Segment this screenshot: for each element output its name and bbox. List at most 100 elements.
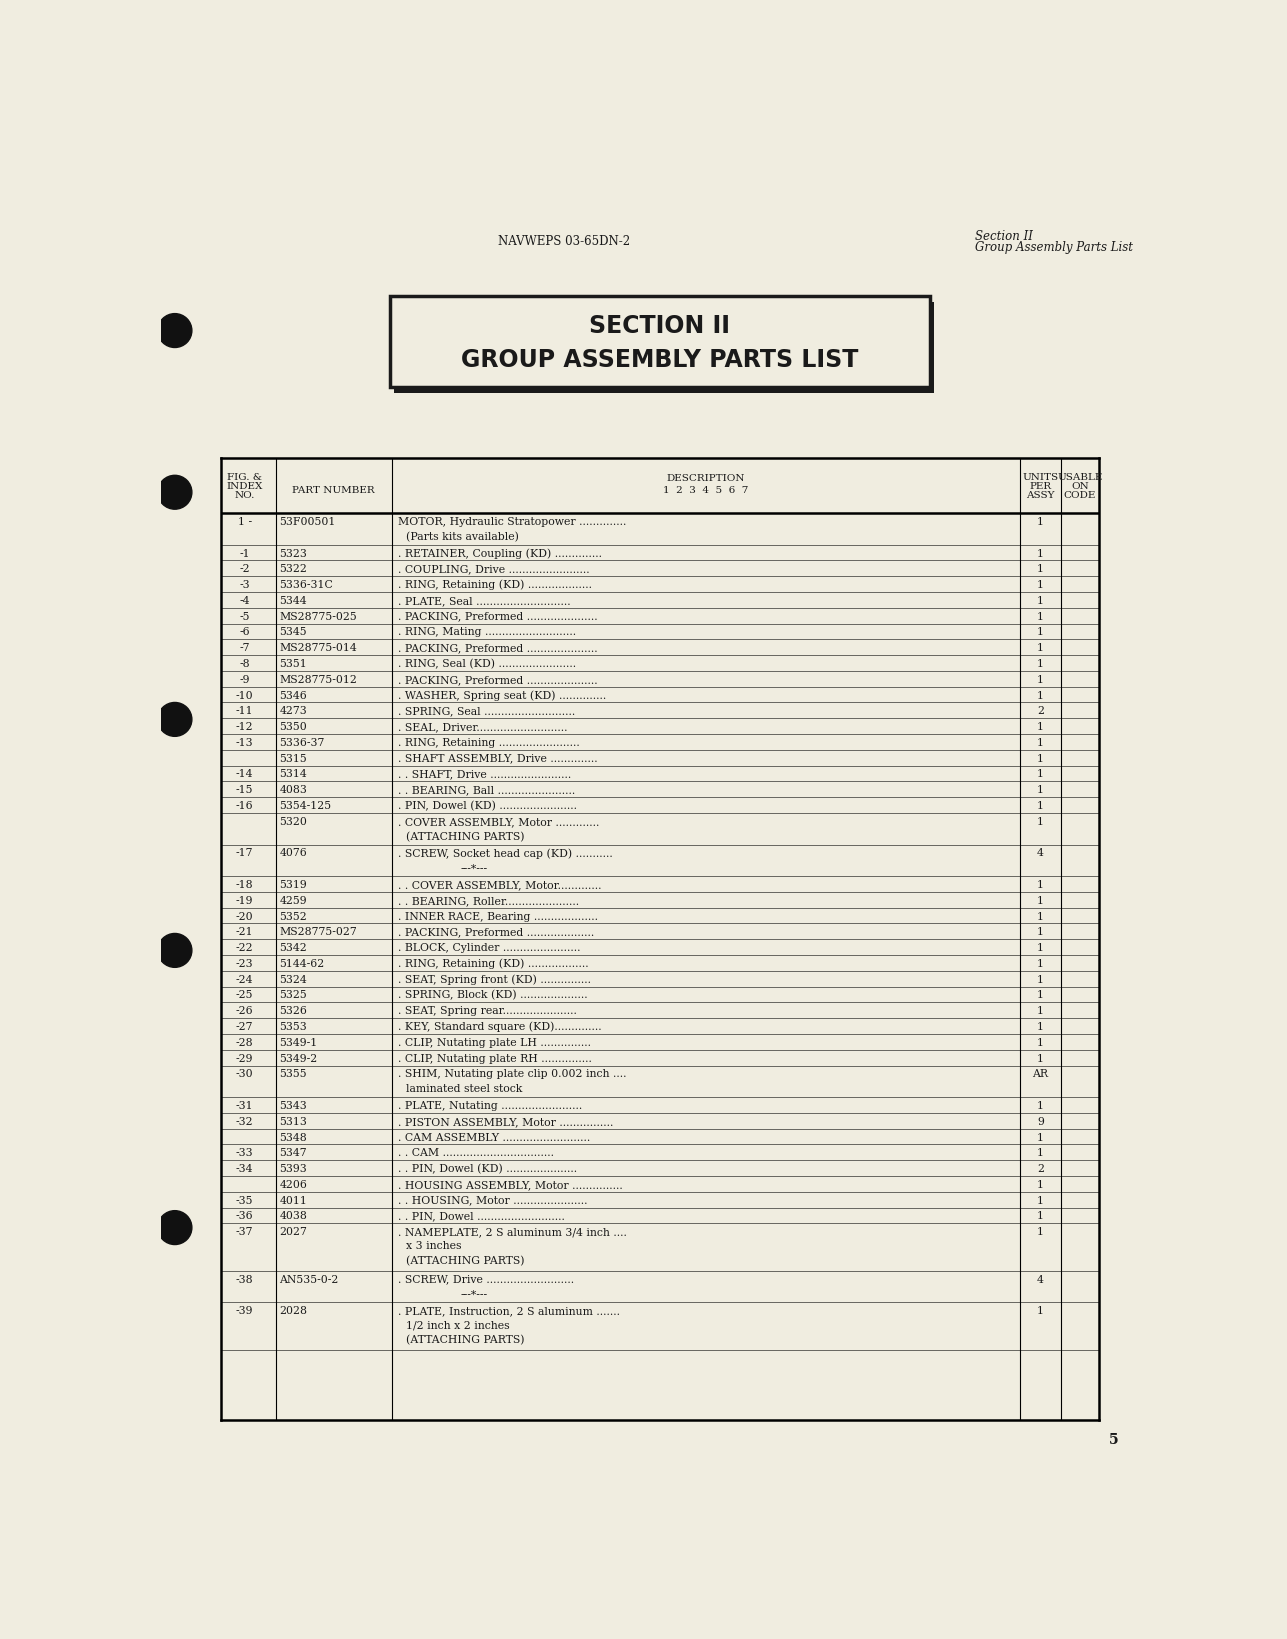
Text: 5355: 5355 <box>279 1069 308 1078</box>
Text: MS28775-014: MS28775-014 <box>279 642 358 652</box>
Text: . RING, Seal (KD) .......................: . RING, Seal (KD) ......................… <box>398 659 577 669</box>
Text: -22: -22 <box>236 942 254 952</box>
Text: NO.: NO. <box>234 490 255 500</box>
Text: 1  2  3  4  5  6  7: 1 2 3 4 5 6 7 <box>663 487 748 495</box>
Text: 1: 1 <box>1037 690 1044 700</box>
Text: -36: -36 <box>236 1211 254 1221</box>
Text: . . COVER ASSEMBLY, Motor.............: . . COVER ASSEMBLY, Motor............. <box>398 880 601 890</box>
Text: Section II: Section II <box>974 229 1032 243</box>
Text: MS28775-025: MS28775-025 <box>279 611 358 621</box>
Text: 1: 1 <box>1037 990 1044 1000</box>
Text: . PACKING, Preformed .....................: . PACKING, Preformed ...................… <box>398 674 597 685</box>
Text: . . HOUSING, Motor ......................: . . HOUSING, Motor .....................… <box>398 1195 588 1205</box>
Text: 1: 1 <box>1037 959 1044 969</box>
Text: 1: 1 <box>1037 785 1044 795</box>
Text: -25: -25 <box>236 990 254 1000</box>
Text: -14: -14 <box>236 769 254 779</box>
Text: laminated steel stock: laminated steel stock <box>405 1083 523 1093</box>
Text: 1: 1 <box>1037 1305 1044 1316</box>
Text: 1: 1 <box>1037 659 1044 669</box>
Text: -7: -7 <box>239 642 250 652</box>
Text: -18: -18 <box>236 880 254 890</box>
Text: ---*---: ---*--- <box>459 862 488 874</box>
Text: . . PIN, Dowel (KD) .....................: . . PIN, Dowel (KD) ....................… <box>398 1164 577 1174</box>
Text: -32: -32 <box>236 1116 254 1126</box>
Text: -19: -19 <box>236 895 254 905</box>
Text: 1: 1 <box>1037 674 1044 685</box>
Text: 5352: 5352 <box>279 911 308 921</box>
Text: ON: ON <box>1071 482 1089 490</box>
Text: -29: -29 <box>236 1052 254 1064</box>
Text: 1: 1 <box>1037 942 1044 952</box>
Text: -11: -11 <box>236 706 254 716</box>
Text: 1: 1 <box>1037 1178 1044 1190</box>
Text: . RETAINER, Coupling (KD) ..............: . RETAINER, Coupling (KD) .............. <box>398 547 602 559</box>
Text: . SEAT, Spring rear......................: . SEAT, Spring rear.....................… <box>398 1006 577 1016</box>
Text: . PLATE, Nutating ........................: . PLATE, Nutating ......................… <box>398 1100 582 1110</box>
Text: 5353: 5353 <box>279 1021 308 1031</box>
Text: 1/2 inch x 2 inches: 1/2 inch x 2 inches <box>405 1319 510 1329</box>
Text: (ATTACHING PARTS): (ATTACHING PARTS) <box>405 1334 524 1344</box>
Text: . NAMEPLATE, 2 S aluminum 3/4 inch ....: . NAMEPLATE, 2 S aluminum 3/4 inch .... <box>398 1226 627 1236</box>
Text: . WASHER, Spring seat (KD) ..............: . WASHER, Spring seat (KD) .............… <box>398 690 606 700</box>
Text: . PISTON ASSEMBLY, Motor ................: . PISTON ASSEMBLY, Motor ...............… <box>398 1116 614 1126</box>
Text: 1: 1 <box>1037 1133 1044 1142</box>
Text: 1: 1 <box>1037 1226 1044 1236</box>
Text: 1: 1 <box>1037 564 1044 574</box>
Text: 5336-37: 5336-37 <box>279 738 324 747</box>
Text: 1: 1 <box>1037 547 1044 559</box>
Text: 1: 1 <box>1037 769 1044 779</box>
Text: ---*---: ---*--- <box>459 1288 488 1298</box>
Text: 5144-62: 5144-62 <box>279 959 324 969</box>
Text: 1: 1 <box>1037 738 1044 747</box>
Text: 5393: 5393 <box>279 1164 308 1174</box>
Text: PER: PER <box>1030 482 1051 490</box>
Text: -4: -4 <box>239 595 250 605</box>
Text: . SHAFT ASSEMBLY, Drive ..............: . SHAFT ASSEMBLY, Drive .............. <box>398 754 597 764</box>
Text: -35: -35 <box>236 1195 254 1205</box>
Text: 5326: 5326 <box>279 1006 308 1016</box>
Text: -37: -37 <box>236 1226 254 1236</box>
Text: -9: -9 <box>239 674 250 685</box>
Text: . INNER RACE, Bearing ...................: . INNER RACE, Bearing ..................… <box>398 911 598 921</box>
Text: . . SHAFT, Drive ........................: . . SHAFT, Drive .......................… <box>398 769 571 779</box>
Text: 2028: 2028 <box>279 1305 308 1316</box>
Text: 1: 1 <box>1037 974 1044 983</box>
Text: 5342: 5342 <box>279 942 308 952</box>
Text: UNITS: UNITS <box>1022 472 1059 482</box>
Text: 1: 1 <box>1037 1195 1044 1205</box>
Text: . . PIN, Dowel ..........................: . . PIN, Dowel .........................… <box>398 1211 565 1221</box>
Text: (ATTACHING PARTS): (ATTACHING PARTS) <box>405 1255 524 1265</box>
Text: . CAM ASSEMBLY ..........................: . CAM ASSEMBLY .........................… <box>398 1133 591 1142</box>
FancyBboxPatch shape <box>394 303 934 393</box>
Text: AR: AR <box>1032 1069 1049 1078</box>
Text: -24: -24 <box>236 974 254 983</box>
Text: -27: -27 <box>236 1021 254 1031</box>
Text: USABLE: USABLE <box>1058 472 1103 482</box>
Text: . KEY, Standard square (KD)..............: . KEY, Standard square (KD).............… <box>398 1021 601 1031</box>
Text: 1: 1 <box>1037 816 1044 826</box>
Text: 5351: 5351 <box>279 659 308 669</box>
Text: 1 -: 1 - <box>238 516 252 526</box>
Text: INDEX: INDEX <box>227 482 263 490</box>
Text: 5323: 5323 <box>279 547 308 559</box>
Text: 1: 1 <box>1037 721 1044 731</box>
Text: -39: -39 <box>236 1305 254 1316</box>
Text: PART NUMBER: PART NUMBER <box>292 487 375 495</box>
Text: -21: -21 <box>236 926 254 938</box>
Text: -13: -13 <box>236 738 254 747</box>
Text: -28: -28 <box>236 1037 254 1047</box>
Text: 1: 1 <box>1037 1100 1044 1110</box>
Circle shape <box>158 934 192 967</box>
Text: . . BEARING, Ball .......................: . . BEARING, Ball ......................… <box>398 785 575 795</box>
Text: . PIN, Dowel (KD) .......................: . PIN, Dowel (KD) ......................… <box>398 800 577 811</box>
Text: 5349-2: 5349-2 <box>279 1052 318 1064</box>
Text: 5347: 5347 <box>279 1147 308 1157</box>
Text: -5: -5 <box>239 611 250 621</box>
Text: 1: 1 <box>1037 595 1044 605</box>
Text: ASSY: ASSY <box>1026 490 1055 500</box>
Text: -34: -34 <box>236 1164 254 1174</box>
Text: 4076: 4076 <box>279 847 308 857</box>
Text: 1: 1 <box>1037 628 1044 638</box>
Text: -16: -16 <box>236 800 254 811</box>
